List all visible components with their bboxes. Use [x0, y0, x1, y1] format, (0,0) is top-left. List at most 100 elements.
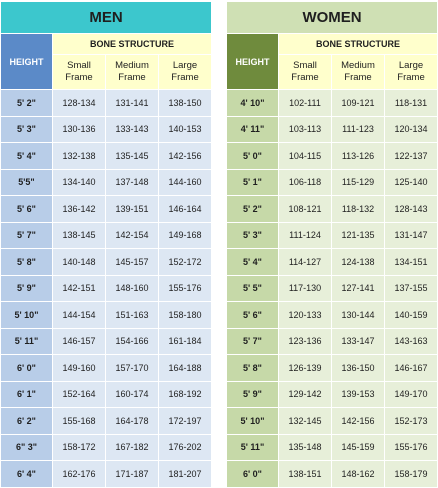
women-medium-frame-header: Medium Frame	[331, 54, 385, 90]
men-bone-structure-header: BONE STRUCTURE	[51, 33, 213, 55]
medium-frame-cell: 115-129	[331, 168, 385, 196]
height-cell: 5' 4"	[0, 142, 53, 170]
table-row: 5' 7" 123-136 133-147 143-163	[226, 327, 438, 355]
small-frame-cell: 149-160	[52, 354, 106, 382]
large-frame-cell: 118-131	[383, 89, 438, 117]
large-frame-cell: 149-168	[157, 221, 213, 249]
height-cell: 5' 10"	[226, 407, 279, 435]
large-frame-cell: 140-159	[383, 301, 438, 329]
table-row: 5' 3" 130-136 133-143 140-153	[0, 115, 213, 143]
medium-frame-cell: 133-147	[331, 327, 385, 355]
small-frame-cell: 155-168	[52, 407, 106, 435]
large-frame-cell: 143-163	[383, 327, 438, 355]
table-row: 6" 3" 158-172 167-182 176-202	[0, 433, 213, 461]
table-row: 5' 7" 138-145 142-154 149-168	[0, 221, 213, 249]
large-frame-cell: 131-147	[383, 221, 438, 249]
table-row: 5' 11" 135-148 145-159 155-176	[226, 433, 438, 461]
small-frame-cell: 136-142	[52, 195, 106, 223]
table-row: 6' 1" 152-164 160-174 168-192	[0, 380, 213, 408]
small-frame-cell: 146-157	[52, 327, 106, 355]
height-cell: 5' 7"	[226, 327, 279, 355]
medium-frame-cell: 139-151	[105, 195, 159, 223]
height-cell: 6' 4"	[0, 460, 53, 488]
large-frame-cell: 181-207	[157, 460, 213, 488]
table-row: 5' 9" 129-142 139-153 149-170	[226, 380, 438, 408]
large-frame-cell: 152-172	[157, 248, 213, 276]
large-frame-cell: 122-137	[383, 142, 438, 170]
large-frame-cell: 144-160	[157, 168, 213, 196]
large-frame-cell: 155-176	[383, 433, 438, 461]
medium-frame-cell: 111-123	[331, 115, 385, 143]
men-table-title: MEN	[0, 1, 213, 34]
table-row: 4' 10" 102-111 109-121 118-131	[226, 89, 438, 117]
table-row: 5' 4" 114-127 124-138 134-151	[226, 248, 438, 276]
large-frame-cell: 176-202	[157, 433, 213, 461]
small-frame-cell: 123-136	[278, 327, 332, 355]
table-row: 5' 5" 117-130 127-141 137-155	[226, 274, 438, 302]
medium-frame-cell: 139-153	[331, 380, 385, 408]
large-frame-cell: 125-140	[383, 168, 438, 196]
medium-frame-cell: 145-159	[331, 433, 385, 461]
large-frame-cell: 168-192	[157, 380, 213, 408]
height-cell: 5' 8"	[0, 248, 53, 276]
table-row: 5' 10" 132-145 142-156 152-173	[226, 407, 438, 435]
height-cell: 6' 2"	[0, 407, 53, 435]
small-frame-cell: 134-140	[52, 168, 106, 196]
medium-frame-cell: 160-174	[105, 380, 159, 408]
table-row: 4' 11" 103-113 111-123 120-134	[226, 115, 438, 143]
men-large-frame-header: Large Frame	[157, 54, 213, 90]
large-frame-cell: 149-170	[383, 380, 438, 408]
small-frame-cell: 114-127	[278, 248, 332, 276]
large-frame-cell: 128-143	[383, 195, 438, 223]
small-frame-cell: 128-134	[52, 89, 106, 117]
table-row: 5'5" 134-140 137-148 144-160	[0, 168, 213, 196]
medium-frame-cell: 130-144	[331, 301, 385, 329]
large-frame-cell: 140-153	[157, 115, 213, 143]
medium-frame-cell: 142-156	[331, 407, 385, 435]
height-cell: 5' 5"	[226, 274, 279, 302]
height-cell: 5' 6"	[226, 301, 279, 329]
height-cell: 5' 11"	[226, 433, 279, 461]
women-small-frame-header: Small Frame	[278, 54, 332, 90]
medium-frame-cell: 145-157	[105, 248, 159, 276]
medium-frame-cell: 133-143	[105, 115, 159, 143]
height-cell: 5' 8"	[226, 354, 279, 382]
women-large-frame-header: Large Frame	[383, 54, 438, 90]
medium-frame-cell: 142-154	[105, 221, 159, 249]
small-frame-cell: 144-154	[52, 301, 106, 329]
small-frame-cell: 108-121	[278, 195, 332, 223]
medium-frame-cell: 135-145	[105, 142, 159, 170]
table-row: 5' 1" 106-118 115-129 125-140	[226, 168, 438, 196]
small-frame-cell: 104-115	[278, 142, 332, 170]
large-frame-cell: 172-197	[157, 407, 213, 435]
small-frame-cell: 126-139	[278, 354, 332, 382]
height-cell: 5' 0"	[226, 142, 279, 170]
large-frame-cell: 146-164	[157, 195, 213, 223]
height-cell: 5' 11"	[0, 327, 53, 355]
medium-frame-cell: 136-150	[331, 354, 385, 382]
height-cell: 5' 2"	[0, 89, 53, 117]
height-cell: 6" 3"	[0, 433, 53, 461]
small-frame-cell: 132-145	[278, 407, 332, 435]
table-row: 5' 8" 126-139 136-150 146-167	[226, 354, 438, 382]
medium-frame-cell: 118-132	[331, 195, 385, 223]
small-frame-cell: 158-172	[52, 433, 106, 461]
women-bone-structure-header: BONE STRUCTURE	[277, 33, 438, 55]
small-frame-cell: 140-148	[52, 248, 106, 276]
height-cell: 6' 0"	[226, 460, 279, 488]
men-height-header: HEIGHT	[0, 33, 53, 90]
medium-frame-cell: 148-160	[105, 274, 159, 302]
medium-frame-cell: 164-178	[105, 407, 159, 435]
height-cell: 5'5"	[0, 168, 53, 196]
height-cell: 5' 9"	[0, 274, 53, 302]
women-height-header: HEIGHT	[226, 33, 279, 90]
small-frame-cell: 135-148	[278, 433, 332, 461]
small-frame-cell: 132-138	[52, 142, 106, 170]
medium-frame-cell: 127-141	[331, 274, 385, 302]
height-cell: 4' 10"	[226, 89, 279, 117]
table-row: 5' 3" 111-124 121-135 131-147	[226, 221, 438, 249]
women-table-title: WOMEN	[225, 1, 438, 34]
small-frame-cell: 130-136	[52, 115, 106, 143]
large-frame-cell: 138-150	[157, 89, 213, 117]
large-frame-cell: 155-176	[157, 274, 213, 302]
